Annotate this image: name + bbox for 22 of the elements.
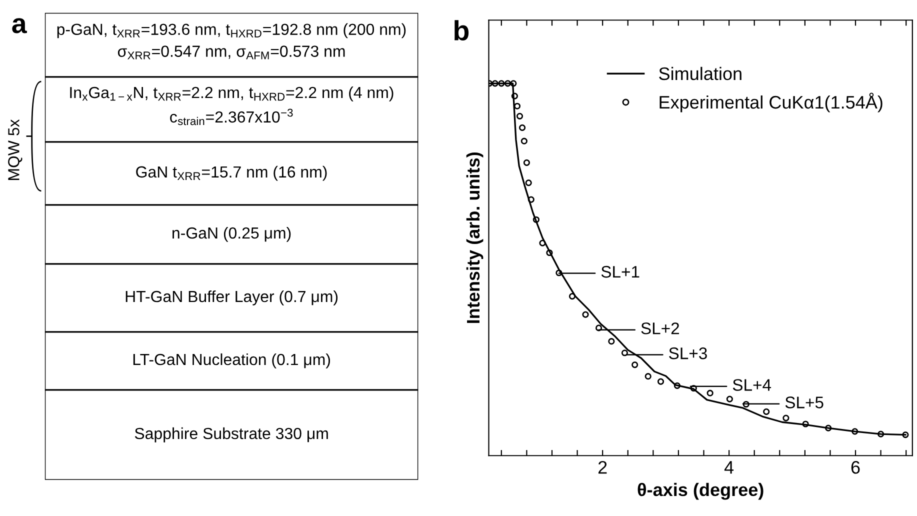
y-axis-title: Intensity (arb. units): [466, 152, 484, 323]
x-axis-title: θ-axis (degree): [638, 482, 764, 500]
annotation: SL+5: [785, 396, 824, 408]
x-tick-label: 4: [724, 461, 734, 474]
chart-title: b: [454, 20, 469, 41]
legend-label: Experimental CuKα1(1.54Å): [660, 92, 882, 112]
x-tick-label: 6: [851, 460, 860, 474]
text: GaN t$_{XRR}$=15.7 nm (16 nm): [136, 166, 327, 181]
text: n-GaN (0.25 μm): [172, 226, 291, 242]
text: LT-GaN Nucleation (0.1 μm): [133, 353, 330, 368]
annotation: SL+3: [669, 347, 707, 360]
annotation: SL+4: [732, 379, 772, 391]
text: In$_{x}$Ga$_{1−x}$N, t$_{XRR}$=2.2 nm, t$_{HXRD}$=2.2 nm (4 nm) c$_{strain}$=2.367x10$^{−3}$: [70, 86, 394, 126]
annotation: SL+2: [641, 322, 679, 334]
legend-label: Simulation: [659, 66, 742, 80]
text: Sapphire Substrate 330 μm: [134, 427, 328, 442]
text: HT-GaN Buffer Layer (0.7 μm): [126, 290, 338, 306]
annotation: SL+1: [601, 266, 640, 278]
text: MQW 5x: [8, 119, 22, 180]
text: a: [12, 18, 27, 34]
text: p-GaN, t$_{XRR}$=193.6 nm, t$_{HXRD}$=192.8 nm (200 nm) σ$_{XRR}$=0.547 nm, σ$_{AFM}$=0.573 nm: [57, 23, 406, 60]
x-tick-label: 2: [598, 460, 607, 474]
